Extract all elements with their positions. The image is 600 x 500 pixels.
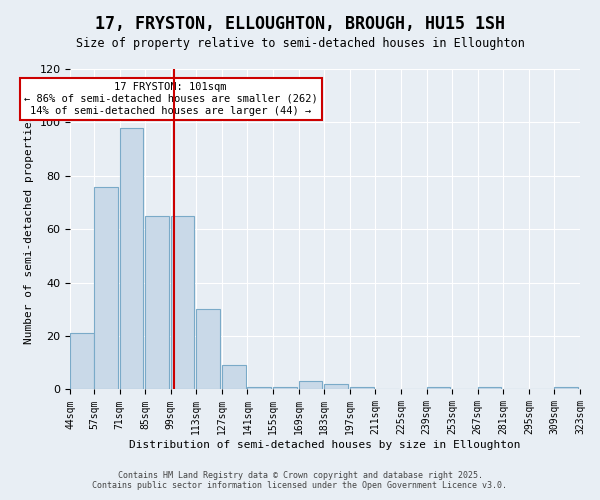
Bar bbox=[247, 387, 271, 390]
Bar bbox=[222, 366, 245, 390]
Bar bbox=[324, 384, 348, 390]
Bar bbox=[427, 387, 450, 390]
Bar bbox=[70, 334, 94, 390]
Bar bbox=[196, 310, 220, 390]
Bar bbox=[273, 387, 297, 390]
Text: Contains HM Land Registry data © Crown copyright and database right 2025.
Contai: Contains HM Land Registry data © Crown c… bbox=[92, 470, 508, 490]
Bar bbox=[554, 387, 578, 390]
Bar bbox=[299, 382, 322, 390]
Bar bbox=[94, 186, 118, 390]
Y-axis label: Number of semi-detached properties: Number of semi-detached properties bbox=[24, 114, 34, 344]
Bar bbox=[350, 387, 374, 390]
Text: 17 FRYSTON: 101sqm
← 86% of semi-detached houses are smaller (262)
14% of semi-d: 17 FRYSTON: 101sqm ← 86% of semi-detache… bbox=[24, 82, 317, 116]
Bar bbox=[478, 387, 502, 390]
Text: Size of property relative to semi-detached houses in Elloughton: Size of property relative to semi-detach… bbox=[76, 38, 524, 51]
Bar bbox=[119, 128, 143, 390]
Text: 17, FRYSTON, ELLOUGHTON, BROUGH, HU15 1SH: 17, FRYSTON, ELLOUGHTON, BROUGH, HU15 1S… bbox=[95, 15, 505, 33]
X-axis label: Distribution of semi-detached houses by size in Elloughton: Distribution of semi-detached houses by … bbox=[130, 440, 521, 450]
Bar bbox=[171, 216, 194, 390]
Bar bbox=[145, 216, 169, 390]
